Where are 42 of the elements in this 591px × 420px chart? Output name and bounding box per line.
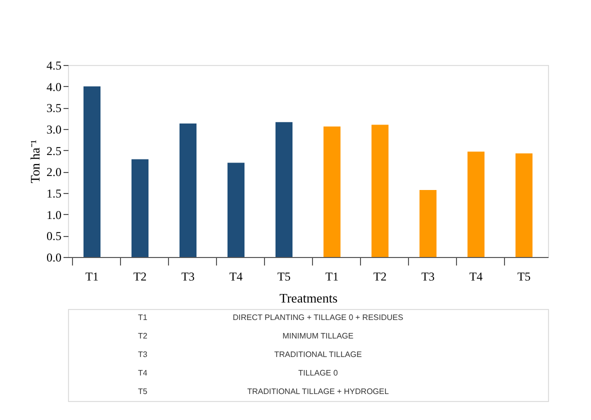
bar [324, 126, 340, 257]
bar [84, 86, 100, 257]
y-tick-label: 3.0 [46, 122, 62, 136]
text: TRADITIONAL TILLAGE [274, 350, 362, 359]
text: T2 [138, 332, 148, 341]
text: T5 [138, 386, 148, 396]
x-axis-title: Treatments [279, 290, 338, 306]
y-tick-label: 0.0 [46, 250, 62, 264]
text: TRADITIONAL TILLAGE + HYDROGEL [247, 386, 390, 396]
bar [276, 122, 292, 257]
text: T1 [138, 313, 148, 322]
text: TILLAGE 0 [298, 368, 338, 378]
text: T3 [138, 350, 148, 359]
x-tick-label: T1 [325, 270, 339, 284]
bar [180, 123, 196, 257]
x-tick-label: T4 [229, 270, 243, 284]
y-tick-label: 1.0 [46, 208, 62, 222]
x-tick-label: T2 [133, 270, 147, 284]
text: T4 [138, 368, 148, 378]
y-tick-label: 1.5 [46, 186, 62, 200]
text: DIRECT PLANTING + TILLAGE 0 + RESIDUES [232, 313, 404, 322]
y-tick-label: 2.5 [46, 144, 62, 158]
bar [132, 159, 148, 257]
x-tick-label: T2 [373, 270, 387, 284]
x-tick-label: T5 [277, 270, 291, 284]
y-tick-label: 4.5 [46, 58, 62, 72]
bar [468, 152, 484, 257]
x-tick-label: T1 [85, 270, 99, 284]
x-tick-label: T4 [469, 270, 483, 284]
y-axis-title: Ton ha⁻¹ [28, 140, 42, 184]
y-tick-label: 3.5 [46, 101, 62, 116]
bar [420, 190, 436, 257]
y-tick-label: 0.5 [46, 229, 62, 244]
bar [516, 153, 532, 257]
y-tick-label: 4.0 [46, 80, 62, 94]
bar [372, 124, 388, 257]
y-tick-label: 2.0 [46, 165, 62, 180]
bar [228, 162, 244, 257]
text: MINIMUM TILLAGE [282, 332, 354, 341]
x-tick-label: T5 [517, 270, 531, 284]
x-tick-label: T3 [181, 270, 195, 284]
x-tick-label: T3 [421, 270, 435, 284]
